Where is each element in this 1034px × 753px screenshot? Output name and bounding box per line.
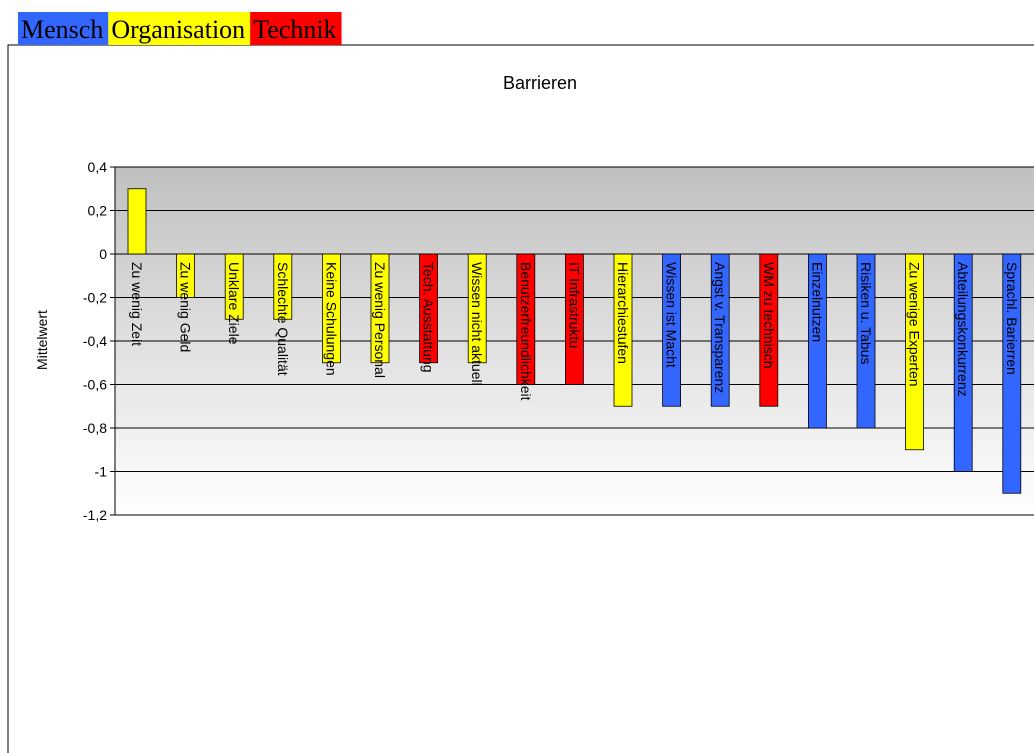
y-tick-label: -1 xyxy=(95,464,108,480)
bar xyxy=(370,253,390,364)
bar xyxy=(662,253,681,407)
y-tick-label: -0,8 xyxy=(83,420,107,436)
x-tick-label: Zu wenig Geld xyxy=(178,262,194,352)
legend-label: Mensch xyxy=(21,15,103,44)
bar xyxy=(953,253,973,472)
x-tick-label: Wissen nicht aktuell xyxy=(469,262,485,386)
bar xyxy=(467,253,487,364)
x-tick-label: Einzelnutzen xyxy=(809,262,825,342)
bar xyxy=(1002,253,1022,494)
x-tick-label: Keine Schulungen xyxy=(323,262,339,376)
x-tick-label: Benutzerfreundlichkeit xyxy=(518,262,534,401)
chart-title: Barrieren xyxy=(503,73,577,93)
x-tick-label: Zu wenig Personal xyxy=(372,262,388,378)
x-tick-label: Wissen ist Macht xyxy=(664,262,680,368)
bar xyxy=(516,253,536,385)
bar xyxy=(273,253,293,320)
x-tick-label: Unklare Ziele xyxy=(226,262,242,345)
x-tick-label: WM zu technisch xyxy=(761,262,777,369)
legend-box xyxy=(108,12,251,45)
y-tick-label: 0 xyxy=(99,246,107,262)
bar xyxy=(321,253,341,364)
legend-label: Technik xyxy=(253,15,336,44)
x-tick-label: Schlechte Qualität xyxy=(275,262,291,376)
bar xyxy=(905,253,924,451)
x-tick-label: Zu wenige Experten xyxy=(907,262,923,387)
legend-box xyxy=(18,12,109,45)
x-tick-label: Tech. Ausstattung xyxy=(421,262,437,373)
bar xyxy=(419,253,439,364)
bar xyxy=(176,253,196,298)
y-tick-label: 0,4 xyxy=(88,159,108,175)
legend-box xyxy=(250,12,342,45)
bar xyxy=(759,253,779,407)
y-axis-label: Mittelwert xyxy=(34,310,50,370)
x-tick-label: Abteilungskonkurrenz xyxy=(955,262,971,397)
bar xyxy=(224,253,244,320)
bar xyxy=(565,253,584,385)
x-tick-label: Zu wenig Zeit xyxy=(129,262,145,346)
x-tick-label: Hierarchiestufen xyxy=(615,262,631,364)
bar xyxy=(710,253,730,407)
x-tick-label: Angst v. Transparenz xyxy=(712,262,728,393)
bar xyxy=(613,253,633,407)
bar xyxy=(808,253,827,429)
x-tick-label: Sprachl. Barierren xyxy=(1004,262,1020,375)
y-tick-label: 0,2 xyxy=(88,203,108,219)
x-tick-label: IT Infrastruktu xyxy=(566,262,582,348)
y-tick-label: -0,4 xyxy=(83,333,107,349)
y-tick-label: -0,2 xyxy=(83,290,107,306)
y-tick-label: -1,2 xyxy=(83,507,107,523)
bar xyxy=(127,188,147,255)
legend-label: Organisation xyxy=(111,15,245,44)
x-tick-label: Risiken u. Tabus xyxy=(858,262,874,364)
bar xyxy=(856,253,876,429)
y-tick-label: -0,6 xyxy=(83,377,107,393)
